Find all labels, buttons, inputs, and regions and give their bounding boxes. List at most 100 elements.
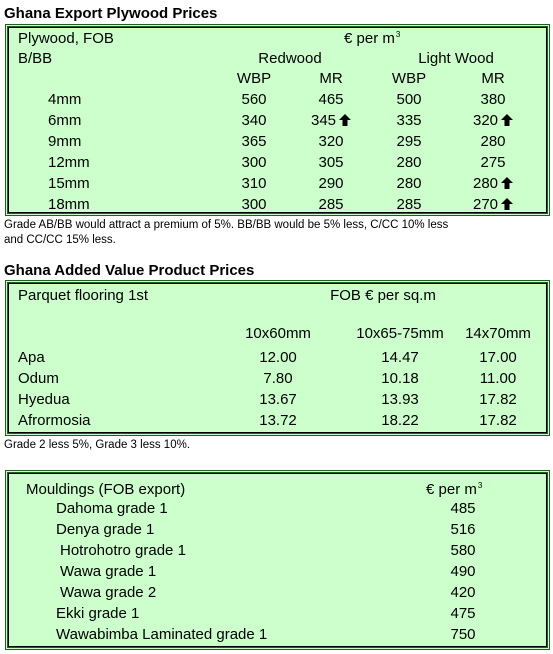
moulding-price: 420 [450, 584, 476, 601]
parquet-species: Odum [18, 370, 59, 387]
parquet-species: Afrormosia [18, 412, 91, 429]
up-arrow-icon [501, 198, 514, 210]
price-value: 380 [480, 91, 506, 108]
plywood-price-lw-wbp: 335 [396, 112, 421, 129]
moulding-name: Wawabimba Laminated grade 1 [56, 626, 268, 643]
parquet-species: Apa [18, 349, 45, 366]
plywood-price-rw-mr: 285 [318, 196, 343, 213]
plywood-price-rw-mr: 465 [318, 91, 343, 108]
price-value: 280 [396, 154, 422, 171]
price-value: 560 [241, 91, 267, 108]
plywood-size: 12mm [48, 154, 90, 171]
parquet-price: 13.67 [259, 391, 297, 408]
plywood-price-table: Plywood, FOB € per m3 B/BB Redwood Light… [5, 24, 550, 216]
mouldings-unit: € per m3 [426, 481, 483, 498]
moulding-price: 485 [450, 500, 476, 517]
parquet-col-10x60: 10x60mm [245, 325, 311, 342]
parquet-price: 17.82 [479, 391, 517, 408]
parquet-price: 14.47 [381, 349, 419, 366]
parquet-price: 13.93 [381, 391, 419, 408]
price-value: 285 [396, 196, 422, 213]
price-value: 500 [396, 91, 422, 108]
mouldings-price-table: Mouldings (FOB export) € per m3 Dahoma g… [5, 470, 550, 650]
plywood-price-lw-wbp: 285 [396, 196, 421, 213]
plywood-size: 15mm [48, 175, 90, 192]
plywood-price-lw-wbp: 280 [396, 175, 421, 192]
parquet-price: 10.18 [381, 370, 419, 387]
price-value: 290 [318, 175, 344, 192]
plywood-price-rw-mr: 320 [318, 133, 343, 150]
price-value: 345 [310, 112, 337, 129]
moulding-name: Denya grade 1 [56, 521, 155, 538]
plywood-price-rw-mr: 290 [318, 175, 343, 192]
plywood-price-lw-mr: 380 [480, 91, 505, 108]
price-value: 275 [480, 154, 506, 171]
price-value: 300 [241, 196, 267, 213]
parquet-price: 18.22 [381, 412, 419, 429]
plywood-price-lw-wbp: 295 [396, 133, 421, 150]
price-value: 270 [472, 196, 499, 213]
parquet-price: 7.80 [263, 370, 293, 387]
moulding-name: Hotrohotro grade 1 [60, 542, 186, 559]
parquet-price-table: Parquet flooring 1st FOB € per sq.m 10x6… [5, 280, 550, 436]
plywood-price-lw-mr: 270 [472, 196, 514, 213]
price-value: 320 [318, 133, 344, 150]
moulding-price: 580 [450, 542, 476, 559]
price-value: 340 [241, 112, 267, 129]
price-value: 295 [396, 133, 422, 150]
mouldings-label: Mouldings (FOB export) [26, 481, 186, 498]
plywood-price-rw-wbp: 310 [241, 175, 266, 192]
plywood-price-rw-mr: 345 [310, 112, 352, 129]
parquet-col-14x70: 14x70mm [465, 325, 531, 342]
parquet-price: 13.72 [259, 412, 297, 429]
plywood-size: 6mm [48, 112, 82, 129]
parquet-col-10x65-75: 10x65-75mm [356, 325, 444, 342]
added-value-title: Ghana Added Value Product Prices [4, 262, 255, 279]
plywood-group-lightwood: Light Wood [418, 50, 494, 67]
plywood-col-redwood-mr: MR [319, 70, 343, 87]
parquet-species: Hyedua [18, 391, 70, 408]
plywood-fob-label: Plywood, FOB [18, 30, 114, 47]
moulding-name: Wawa grade 2 [60, 584, 157, 601]
parquet-label: Parquet flooring 1st [18, 287, 149, 304]
price-value: 310 [241, 175, 267, 192]
up-arrow-icon [339, 114, 352, 126]
plywood-price-lw-mr: 320 [473, 112, 514, 129]
parquet-grade-note: Grade 2 less 5%, Grade 3 less 10%. [4, 439, 191, 451]
plywood-price-rw-mr: 305 [318, 154, 343, 171]
plywood-price-rw-wbp: 300 [241, 154, 266, 171]
moulding-name: Dahoma grade 1 [56, 500, 168, 517]
parquet-unit: FOB € per sq.m [330, 287, 436, 304]
parquet-price: 17.00 [479, 349, 517, 366]
plywood-col-redwood-wbp: WBP [236, 70, 272, 87]
moulding-price: 490 [450, 563, 476, 580]
price-value: 285 [318, 196, 344, 213]
moulding-price: 750 [450, 626, 476, 643]
plywood-size: 18mm [48, 196, 90, 213]
plywood-col-lightwood-wbp: WBP [391, 70, 427, 87]
plywood-price-lw-mr: 275 [480, 154, 505, 171]
plywood-price-lw-mr: 280 [472, 175, 514, 192]
moulding-price: 516 [450, 521, 476, 538]
parquet-price: 12.00 [259, 349, 297, 366]
plywood-grade-label: B/BB [18, 50, 53, 67]
price-value: 305 [318, 154, 344, 171]
up-arrow-icon [501, 177, 514, 189]
plywood-group-redwood: Redwood [258, 50, 322, 67]
plywood-price-lw-mr: 280 [480, 133, 505, 150]
price-value: 280 [480, 133, 506, 150]
plywood-grade-note: Grade AB/BB would attract a premium of 5… [4, 219, 449, 246]
plywood-unit: € per m3 [344, 30, 401, 47]
up-arrow-icon [501, 114, 514, 126]
plywood-price-lw-wbp: 280 [396, 154, 421, 171]
price-value: 280 [396, 175, 422, 192]
moulding-name: Ekki grade 1 [56, 605, 140, 622]
parquet-price: 17.82 [479, 412, 517, 429]
price-value: 300 [241, 154, 267, 171]
price-value: 465 [318, 91, 344, 108]
moulding-name: Wawa grade 1 [60, 563, 157, 580]
price-value: 280 [472, 175, 499, 192]
plywood-price-rw-wbp: 340 [241, 112, 266, 129]
plywood-title: Ghana Export Plywood Prices [4, 5, 218, 22]
price-value: 365 [241, 133, 267, 150]
